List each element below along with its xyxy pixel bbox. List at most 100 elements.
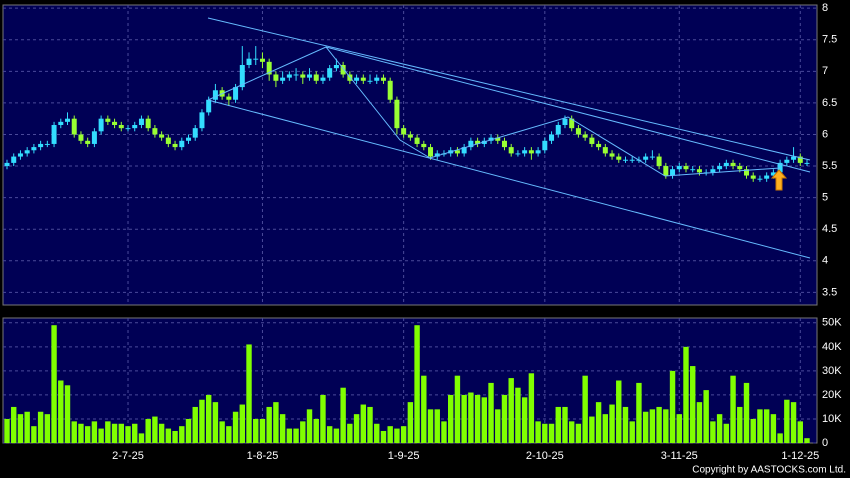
volume-bar bbox=[91, 421, 98, 443]
volume-bar bbox=[407, 402, 414, 443]
volume-bar bbox=[78, 423, 84, 443]
candle-body bbox=[414, 137, 420, 144]
candle-body bbox=[495, 137, 501, 141]
candle-body bbox=[246, 58, 252, 65]
candle-body bbox=[562, 118, 568, 125]
y2-tick-label: 20K bbox=[822, 389, 842, 401]
y-tick-label: 8 bbox=[822, 2, 828, 14]
candle-body bbox=[549, 134, 555, 141]
candle-body bbox=[575, 128, 581, 135]
candle-body bbox=[582, 134, 588, 138]
candle-body bbox=[327, 68, 333, 78]
volume-bar bbox=[185, 418, 192, 443]
volume-bar bbox=[51, 325, 57, 443]
y-tick-label: 4.5 bbox=[822, 223, 837, 235]
candle-body bbox=[629, 159, 635, 161]
candle-body bbox=[743, 169, 749, 176]
volume-bar bbox=[125, 426, 131, 443]
volume-bar bbox=[777, 433, 783, 443]
volume-bar bbox=[716, 414, 723, 443]
volume-bar bbox=[17, 414, 24, 443]
candle-body bbox=[239, 65, 245, 88]
volume-bar bbox=[434, 409, 440, 443]
candle-body bbox=[313, 74, 319, 81]
volume-bar bbox=[380, 430, 387, 443]
candle-body bbox=[38, 143, 44, 148]
candle-body bbox=[475, 140, 481, 144]
candle-body bbox=[380, 77, 386, 81]
price-panel bbox=[2, 4, 818, 306]
volume-bar bbox=[105, 421, 111, 443]
candle-body bbox=[602, 147, 608, 154]
volume-bar bbox=[132, 423, 138, 443]
volume-bar bbox=[118, 423, 124, 443]
candle-body bbox=[165, 137, 171, 144]
candle-body bbox=[750, 175, 756, 179]
candle-body bbox=[656, 156, 662, 167]
volume-bar bbox=[535, 421, 541, 443]
candle-body bbox=[791, 156, 797, 160]
volume-bar bbox=[622, 406, 629, 443]
volume-bar bbox=[501, 394, 508, 443]
marks bbox=[4, 46, 810, 443]
x-tick-label: 2-10-25 bbox=[526, 450, 564, 462]
volume-bar bbox=[696, 402, 703, 443]
volume-bar bbox=[259, 418, 266, 443]
volume-bar bbox=[770, 414, 777, 443]
candle-body bbox=[663, 166, 669, 176]
volume-bar bbox=[145, 418, 151, 443]
candle-body bbox=[152, 128, 158, 135]
candle-body bbox=[488, 137, 494, 141]
volume-bar bbox=[279, 414, 286, 443]
volume-bar bbox=[488, 382, 494, 443]
volume-bar bbox=[461, 394, 467, 443]
candle-body bbox=[199, 112, 205, 129]
candle-body bbox=[770, 172, 776, 176]
volume-bar bbox=[656, 406, 662, 443]
candle-body bbox=[649, 156, 655, 158]
candle-body bbox=[434, 153, 440, 157]
candle-body bbox=[461, 147, 467, 154]
candle-body bbox=[690, 169, 696, 171]
y-tick-label: 7.5 bbox=[822, 34, 837, 46]
volume-bar bbox=[690, 366, 696, 443]
candle-body bbox=[730, 162, 736, 167]
candle-body bbox=[266, 61, 272, 75]
volume-bar bbox=[253, 418, 259, 443]
candle-body bbox=[91, 131, 97, 144]
volume-bar bbox=[629, 421, 635, 443]
volume-bar bbox=[246, 344, 252, 443]
y-tick-label: 5.5 bbox=[822, 160, 837, 172]
volume-bar bbox=[468, 392, 474, 443]
candle-body bbox=[340, 65, 346, 75]
volume-bar bbox=[609, 404, 615, 443]
volume-bar bbox=[44, 414, 51, 443]
volume-bar bbox=[495, 409, 501, 443]
x-tick-label: 3-11-25 bbox=[661, 450, 698, 462]
y2-tick-label: 0 bbox=[822, 437, 828, 449]
volume-bar bbox=[58, 380, 64, 443]
volume-bar bbox=[562, 406, 568, 443]
candle-body bbox=[401, 128, 407, 135]
trend-lines bbox=[207, 17, 811, 259]
candle-body bbox=[622, 159, 628, 161]
volume-bar bbox=[790, 402, 797, 443]
candle-body bbox=[696, 169, 702, 173]
candle-body bbox=[179, 140, 185, 148]
volume-bar bbox=[273, 402, 279, 443]
candle-body bbox=[354, 77, 360, 81]
volume-bar bbox=[743, 382, 750, 443]
candle-body bbox=[280, 77, 286, 81]
volume-bar bbox=[158, 423, 165, 443]
volume-bar bbox=[730, 375, 736, 443]
volume-bar bbox=[481, 397, 488, 443]
volume-bar bbox=[555, 406, 561, 443]
volume-bar bbox=[293, 428, 299, 443]
y-tick-label: 5 bbox=[822, 192, 828, 204]
candle-body bbox=[757, 178, 763, 180]
candle-body bbox=[307, 74, 313, 78]
volume-bar bbox=[205, 394, 212, 443]
volume-bar bbox=[737, 406, 743, 443]
volume-bar bbox=[152, 416, 158, 443]
volume-bar bbox=[286, 428, 293, 443]
